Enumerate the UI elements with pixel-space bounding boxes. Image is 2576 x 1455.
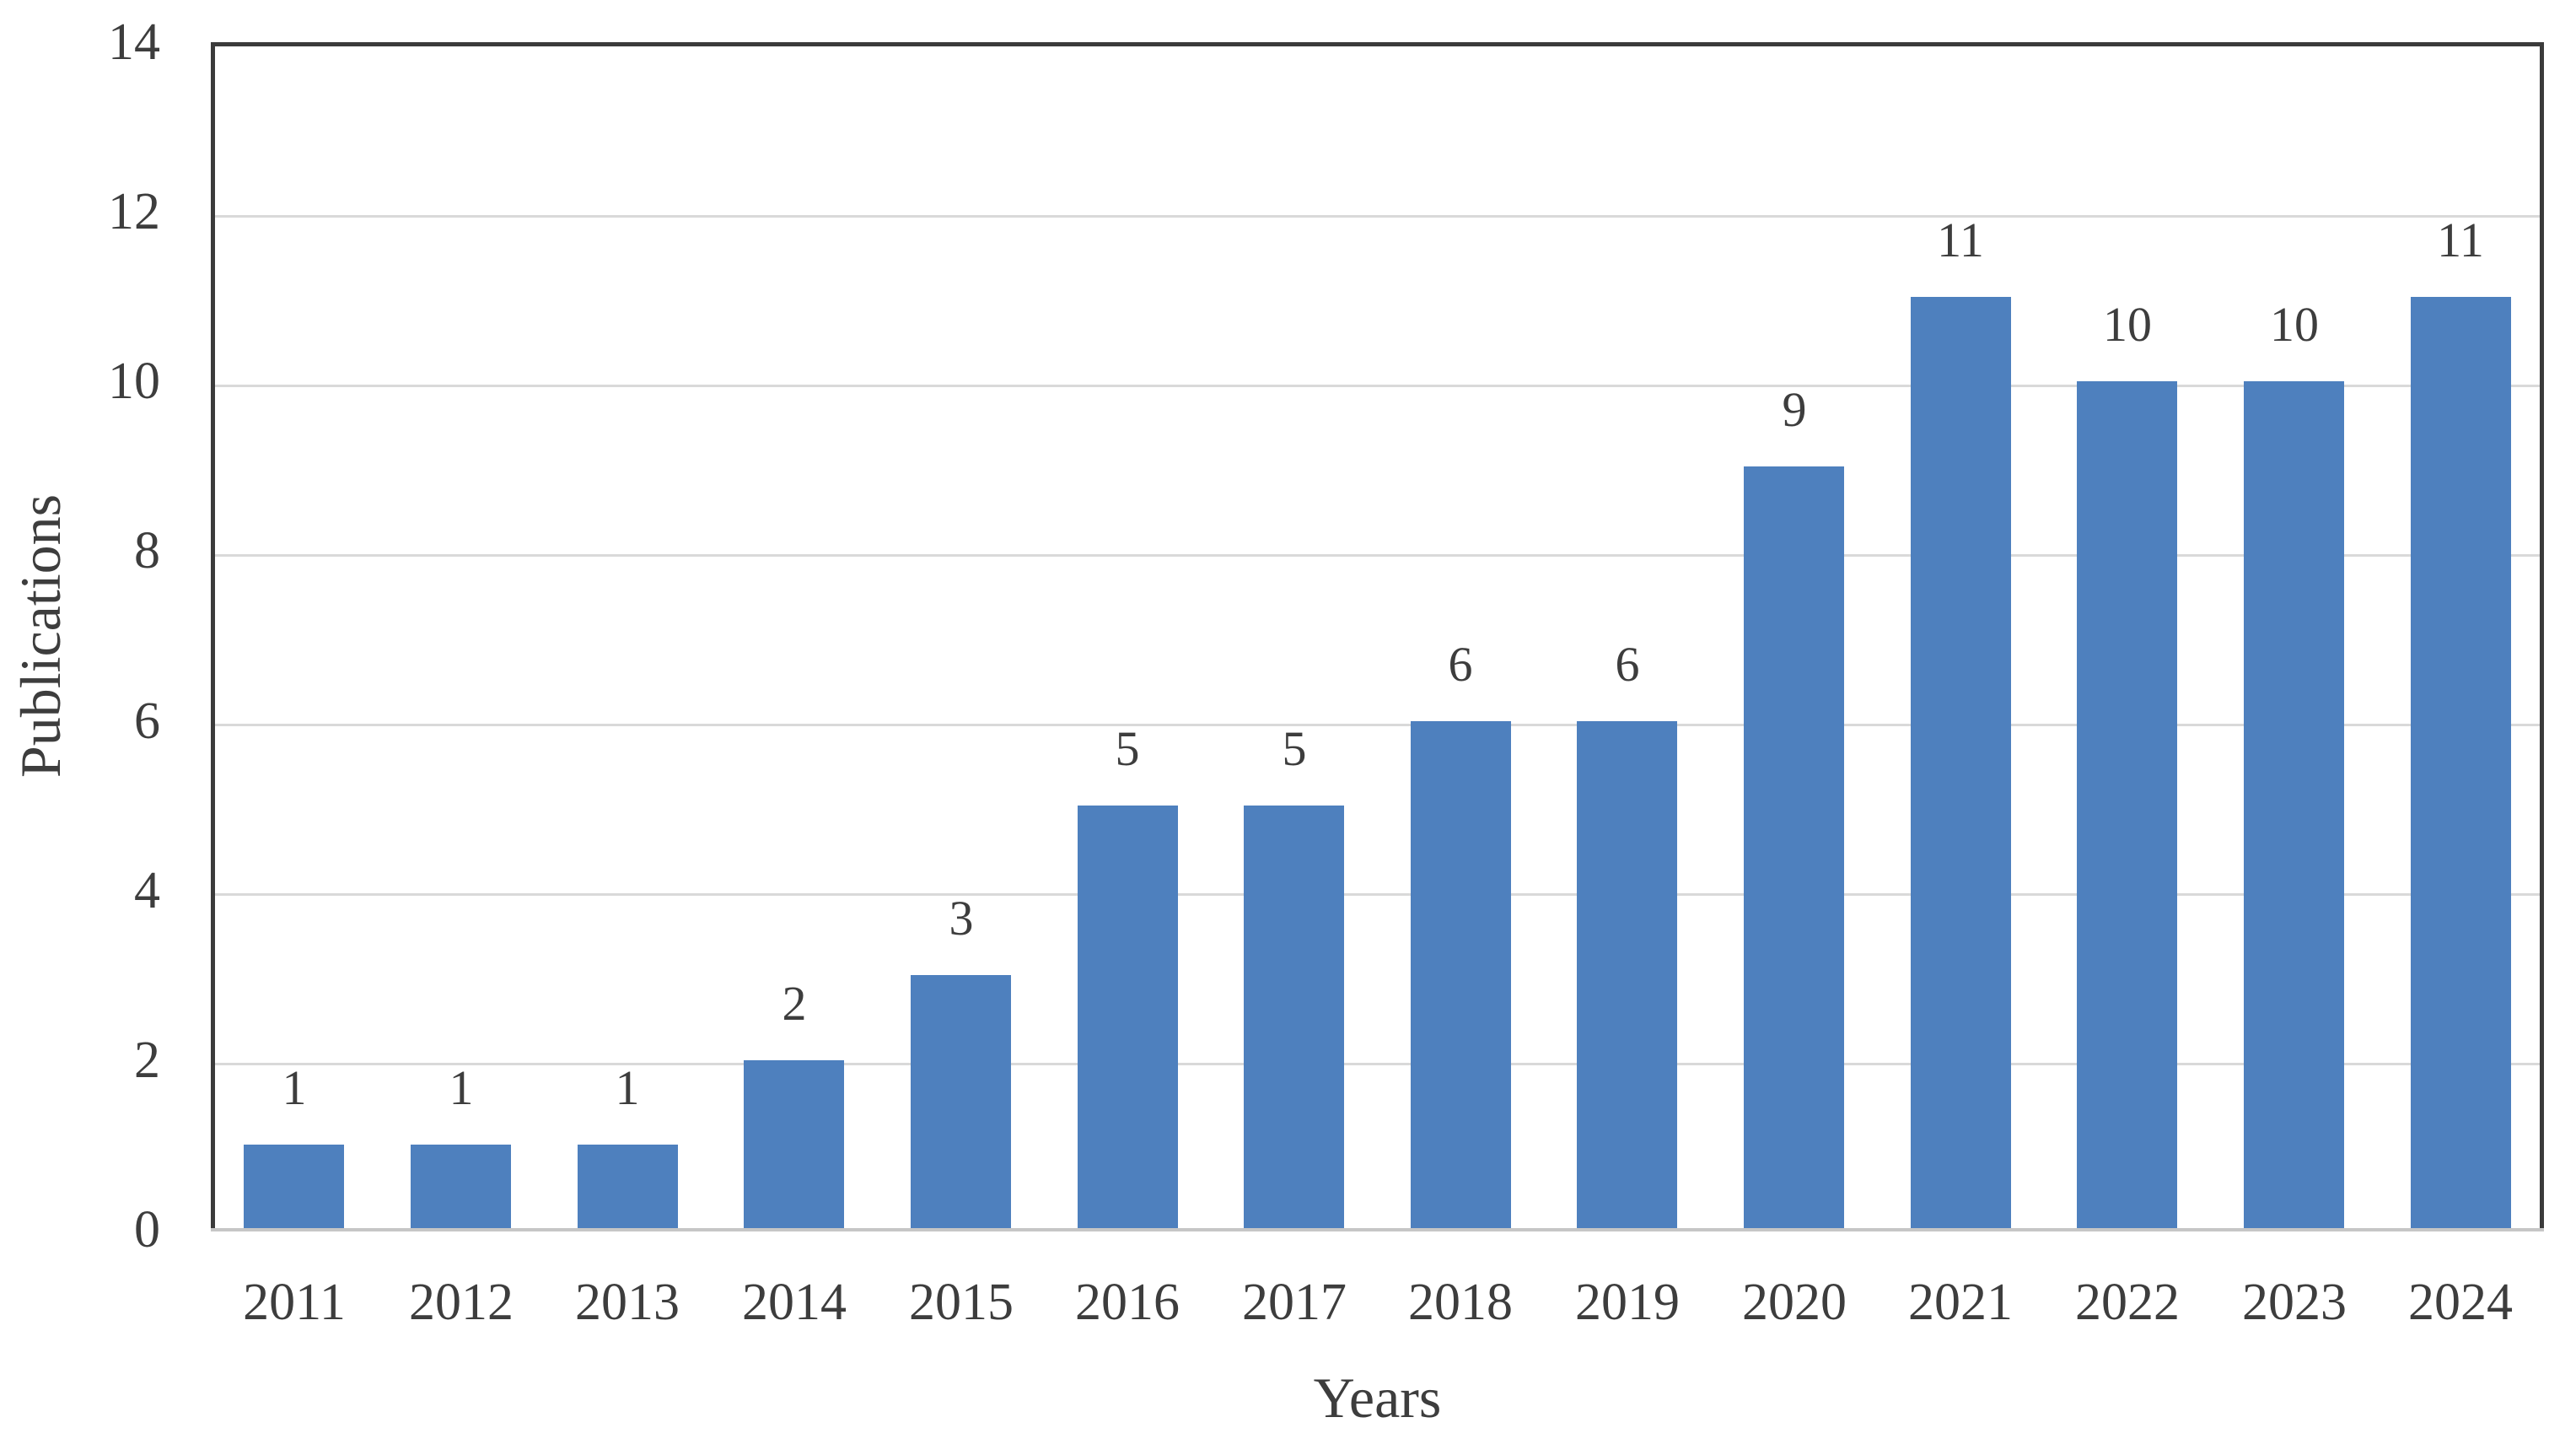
y-tick-label-8: 8	[134, 522, 160, 580]
gridline-y-2	[215, 1063, 2540, 1066]
bar-2011	[244, 1145, 344, 1230]
y-tick-label-10: 10	[108, 353, 160, 411]
bar-2012	[411, 1145, 511, 1230]
x-tick-label-2022: 2022	[2075, 1274, 2180, 1331]
gridline-y-8	[215, 553, 2540, 557]
y-tick-label-6: 6	[134, 692, 160, 750]
gridline-y-4	[215, 893, 2540, 897]
bar-2016	[1078, 806, 1178, 1230]
bar-value-label-2013: 1	[615, 1060, 640, 1115]
bar-2023	[2244, 381, 2344, 1230]
x-axis-line	[211, 1228, 2544, 1231]
y-tick-label-12: 12	[108, 183, 160, 241]
bar-value-label-2016: 5	[1115, 721, 1140, 776]
y-tick-label-0: 0	[134, 1201, 160, 1258]
bar-value-label-2015: 3	[949, 891, 974, 946]
x-tick-label-2016: 2016	[1075, 1274, 1180, 1331]
gridline-y-12	[215, 214, 2540, 218]
x-axis-title: Years	[1313, 1366, 1442, 1430]
x-tick-label-2021: 2021	[1908, 1274, 2013, 1331]
bar-value-label-2012: 1	[449, 1060, 474, 1115]
bar-value-label-2020: 9	[1782, 382, 1807, 437]
bar-value-label-2019: 6	[1615, 637, 1640, 692]
bar-value-label-2022: 10	[2103, 297, 2152, 352]
x-tick-label-2024: 2024	[2408, 1274, 2513, 1331]
x-tick-label-2018: 2018	[1408, 1274, 1513, 1331]
gridline-y-10	[215, 384, 2540, 387]
bar-2014	[744, 1060, 844, 1230]
bar-2019	[1577, 721, 1677, 1230]
bar-value-label-2018: 6	[1448, 637, 1473, 692]
x-tick-label-2023: 2023	[2242, 1274, 2347, 1331]
bar-value-label-2014: 2	[782, 976, 807, 1031]
bar-2022	[2077, 381, 2177, 1230]
gridline-y-6	[215, 724, 2540, 727]
x-tick-label-2012: 2012	[409, 1274, 514, 1331]
bar-2020	[1744, 466, 1844, 1230]
x-tick-label-2017: 2017	[1242, 1274, 1347, 1331]
bar-value-label-2017: 5	[1282, 721, 1307, 776]
bar-value-label-2023: 10	[2270, 297, 2319, 352]
bar-value-label-2024: 11	[2437, 213, 2484, 267]
x-tick-label-2019: 2019	[1575, 1274, 1680, 1331]
y-tick-label-14: 14	[108, 13, 160, 71]
bar-2015	[911, 975, 1011, 1230]
x-tick-label-2014: 2014	[742, 1274, 847, 1331]
x-tick-label-2015: 2015	[909, 1274, 1014, 1331]
bar-value-label-2021: 11	[1937, 213, 1984, 267]
plot-area	[211, 42, 2544, 1230]
y-tick-label-2: 2	[134, 1031, 160, 1089]
y-tick-label-4: 4	[134, 861, 160, 919]
x-tick-label-2011: 2011	[243, 1274, 346, 1331]
bar-2017	[1244, 806, 1344, 1230]
bar-2018	[1411, 721, 1511, 1230]
bar-2021	[1911, 297, 2011, 1230]
x-tick-label-2020: 2020	[1742, 1274, 1847, 1331]
bar-2013	[578, 1145, 678, 1230]
bar-2024	[2411, 297, 2511, 1230]
bar-value-label-2011: 1	[282, 1060, 307, 1115]
x-tick-label-2013: 2013	[575, 1274, 680, 1331]
